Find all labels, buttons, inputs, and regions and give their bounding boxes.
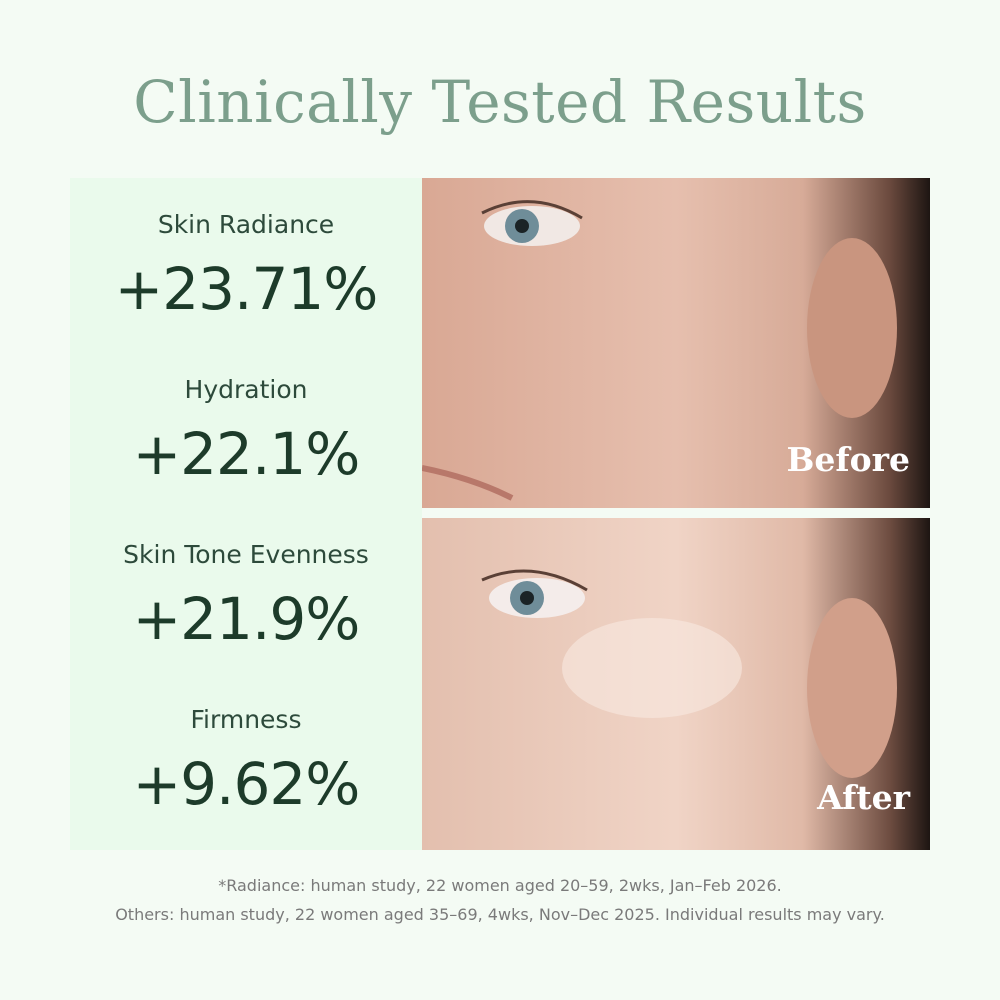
title: Clinically Tested Results (133, 68, 867, 136)
metric-label: Hydration (184, 375, 308, 404)
metric-label: Firmness (190, 705, 302, 734)
metric-label: Skin Radiance (157, 210, 335, 239)
footnote: Others: human study, 22 women aged 35–69… (115, 905, 885, 924)
footnote: *Radiance: human study, 22 women aged 20… (218, 876, 782, 895)
metrics-panel (70, 178, 422, 850)
metric-value: +22.1% (132, 420, 361, 488)
metric-value: +21.9% (132, 585, 361, 653)
photo-label: Before (786, 440, 910, 479)
metric-label: Skin Tone Evenness (123, 540, 369, 569)
before-photo (422, 178, 930, 508)
photo-label: After (817, 778, 910, 817)
after-photo (422, 518, 930, 850)
metric-value: +9.62% (132, 750, 361, 818)
metric-value: +23.71% (114, 255, 379, 323)
